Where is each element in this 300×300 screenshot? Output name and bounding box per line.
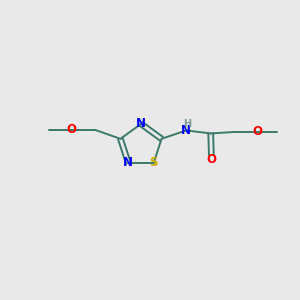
Text: O: O: [206, 153, 216, 166]
Text: H: H: [183, 119, 191, 129]
Text: O: O: [66, 123, 76, 136]
Text: S: S: [149, 157, 158, 169]
Text: N: N: [123, 157, 133, 169]
Text: O: O: [252, 125, 262, 138]
Text: N: N: [181, 124, 191, 137]
Text: N: N: [136, 117, 146, 130]
